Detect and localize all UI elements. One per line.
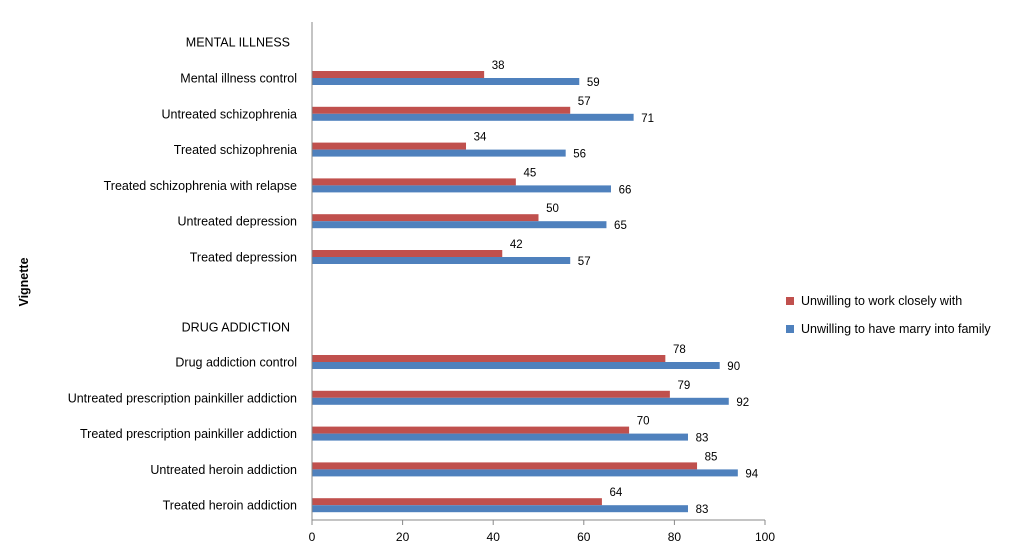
data-label-series-2-row-11: 83 [696, 504, 709, 516]
data-label-series-1-row-1: 38 [492, 60, 505, 72]
data-label-series-2-row-8: 92 [736, 397, 749, 409]
category-label-2: Untreated schizophrenia [162, 107, 298, 121]
bar-series-2-row-3 [312, 149, 566, 157]
category-label-8: Untreated prescription painkiller addict… [68, 391, 297, 405]
x-tick-label-2: 20 [396, 530, 410, 544]
bar-series-2-row-6 [312, 257, 571, 264]
bar-series-1-row-8 [312, 390, 670, 398]
bar-series-1-row-3 [312, 142, 467, 150]
data-label-series-2-row-4: 66 [619, 184, 632, 196]
legend-label-series-2: Unwilling to have marry into family [801, 322, 991, 336]
y-axis-label: Vignette [17, 257, 31, 306]
category-label-9: Treated prescription painkiller addictio… [80, 427, 297, 441]
category-label-7: Drug addiction control [175, 356, 297, 370]
bar-series-1-row-6 [312, 250, 503, 257]
legend: Unwilling to work closely with Unwilling… [786, 292, 991, 348]
bar-series-2-row-4 [312, 185, 611, 193]
data-label-series-1-row-7: 78 [673, 344, 686, 356]
category-label-10: Untreated heroin addiction [150, 463, 297, 477]
data-label-series-2-row-6: 57 [578, 256, 591, 268]
data-label-series-1-row-4: 45 [523, 167, 536, 179]
bar-series-2-row-10 [312, 469, 738, 477]
legend-label-series-1: Unwilling to work closely with [801, 294, 963, 308]
bar-series-1-row-11 [312, 498, 602, 506]
data-label-series-2-row-3: 56 [573, 149, 586, 161]
bar-series-2-row-1 [312, 78, 580, 85]
data-label-series-2-row-2: 71 [641, 113, 654, 125]
data-label-series-1-row-3: 34 [474, 132, 487, 144]
data-label-series-2-row-5: 65 [614, 220, 627, 232]
data-label-series-2-row-1: 59 [587, 77, 600, 89]
bar-series-1-row-2 [312, 106, 571, 114]
data-label-series-2-row-7: 90 [727, 361, 740, 373]
legend-swatch-series-1 [786, 297, 794, 305]
bar-series-1-row-9 [312, 426, 630, 434]
data-label-series-2-row-10: 94 [745, 468, 758, 480]
group-heading-2: DRUG ADDICTION [182, 321, 290, 335]
data-label-series-1-row-9: 70 [637, 416, 650, 428]
category-label-3: Treated schizophrenia [174, 143, 297, 157]
bar-series-1-row-5 [312, 214, 539, 222]
category-label-1: Mental illness control [180, 72, 297, 86]
legend-item-series-1: Unwilling to work closely with [786, 292, 991, 310]
category-label-5: Untreated depression [177, 215, 297, 229]
bar-series-2-row-7 [312, 362, 720, 369]
x-tick-label-5: 80 [668, 530, 682, 544]
bar-series-1-row-1 [312, 71, 485, 78]
bar-series-2-row-9 [312, 433, 688, 441]
data-label-series-1-row-10: 85 [705, 451, 718, 463]
bar-series-1-row-7 [312, 355, 666, 362]
data-label-series-1-row-11: 64 [610, 487, 623, 499]
legend-item-series-2: Unwilling to have marry into family [786, 320, 991, 338]
group-heading-1: MENTAL ILLNESS [186, 36, 290, 50]
category-label-4: Treated schizophrenia with relapse [104, 179, 297, 193]
x-tick-label-4: 60 [577, 530, 591, 544]
bar-series-1-row-4 [312, 178, 516, 186]
data-label-series-1-row-5: 50 [546, 203, 559, 215]
bar-series-2-row-2 [312, 113, 634, 121]
bar-series-2-row-5 [312, 221, 607, 229]
category-label-11: Treated heroin addiction [163, 499, 297, 513]
category-label-6: Treated depression [190, 251, 297, 265]
bar-series-2-row-11 [312, 505, 688, 513]
bar-series-1-row-10 [312, 462, 698, 470]
x-tick-label-3: 40 [487, 530, 501, 544]
x-tick-label-1: 0 [309, 530, 316, 544]
legend-swatch-series-2 [786, 325, 794, 333]
data-label-series-1-row-6: 42 [510, 239, 523, 251]
x-tick-label-6: 100 [755, 530, 775, 544]
data-label-series-1-row-2: 57 [578, 96, 591, 108]
data-label-series-2-row-9: 83 [696, 433, 709, 445]
data-label-series-1-row-8: 79 [677, 380, 690, 392]
bar-series-2-row-8 [312, 397, 729, 405]
